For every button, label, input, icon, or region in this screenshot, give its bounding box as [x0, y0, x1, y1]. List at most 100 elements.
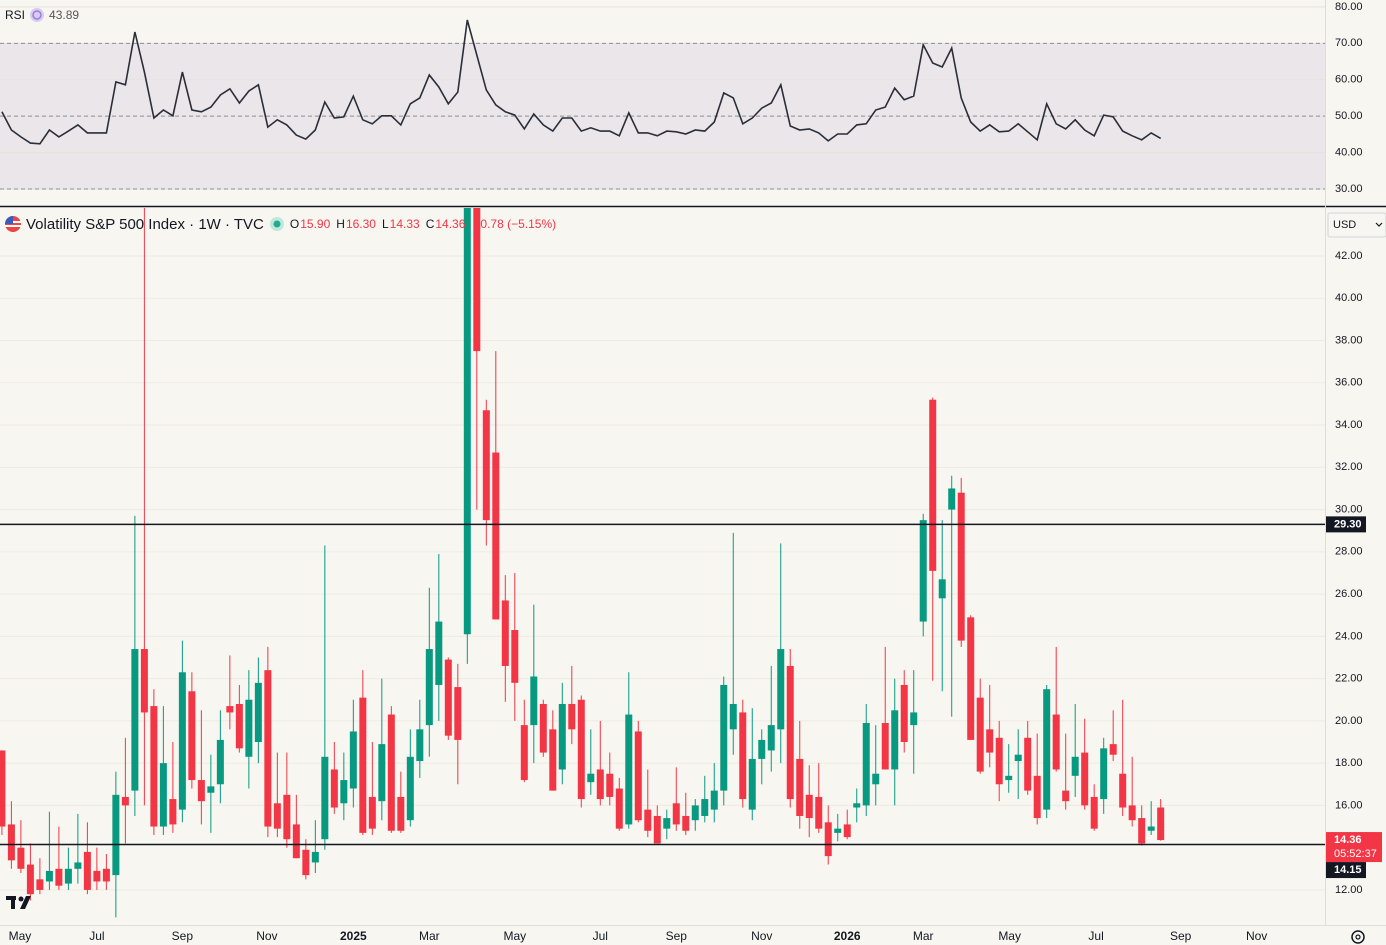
y-tick-label: 18.00	[1335, 757, 1363, 769]
candle-body	[121, 796, 129, 806]
x-tick-label: 2025	[340, 929, 367, 943]
price-change: −0.78 (−5.15%)	[473, 217, 557, 231]
candle-body	[292, 824, 300, 859]
candle-body	[64, 868, 72, 884]
candle-body	[416, 729, 424, 762]
rsi-pane	[0, 6, 1325, 190]
candle-body	[644, 809, 652, 831]
countdown: 05:52:37	[1334, 848, 1377, 860]
price-pane	[0, 208, 1325, 918]
candle-body	[568, 703, 576, 730]
candle-body	[530, 676, 538, 726]
candle-body	[501, 600, 509, 666]
candle-body	[520, 725, 528, 781]
flag-icon	[5, 216, 21, 232]
candle-body	[340, 780, 348, 804]
x-tick-label: May	[998, 929, 1021, 943]
candle-body	[539, 703, 547, 753]
y-tick-label: 80.00	[1335, 1, 1363, 13]
candle-body	[1052, 714, 1060, 770]
x-tick-label: May	[9, 929, 32, 943]
candle-body	[1119, 773, 1127, 808]
candle-body	[311, 851, 319, 863]
candle-body	[929, 399, 937, 571]
candle-body	[349, 731, 357, 789]
candle-body	[729, 703, 737, 730]
y-tick-label: 42.00	[1335, 250, 1363, 262]
candle-body	[938, 579, 946, 599]
currency-button[interactable]: USD	[1327, 212, 1386, 238]
candle-body	[1062, 790, 1070, 802]
candle-body	[397, 796, 405, 831]
candle-body	[843, 824, 851, 838]
candle-body	[131, 649, 139, 791]
y-tick-label: 34.00	[1335, 419, 1363, 431]
ohlc-key: H	[336, 217, 345, 231]
candle-body	[919, 520, 927, 622]
candle-body	[558, 703, 566, 770]
ohlc-values: O 15.90 H 16.30 L 14.33 C 14.36	[290, 217, 466, 231]
y-tick-label: 22.00	[1335, 673, 1363, 685]
y-tick-label: 16.00	[1335, 799, 1363, 811]
candle-body	[482, 410, 490, 521]
price-label-bg	[1326, 862, 1366, 879]
y-tick-label: 60.00	[1335, 74, 1363, 86]
candle-body	[1147, 826, 1155, 831]
candle-body	[1014, 754, 1022, 762]
candle-body	[976, 697, 984, 772]
candle-body	[150, 706, 158, 827]
ohlc-key: O	[289, 217, 300, 231]
rsi-icon	[30, 8, 45, 22]
y-tick-label: 24.00	[1335, 630, 1363, 642]
candle-body	[615, 788, 623, 829]
candle-body	[957, 492, 965, 641]
candle-body	[359, 697, 367, 833]
candle-body	[1081, 752, 1089, 806]
candle-body	[454, 687, 462, 740]
candle-body	[492, 452, 500, 620]
candle-body	[815, 796, 823, 829]
candle-body	[36, 879, 44, 890]
candle-body	[853, 803, 861, 808]
candle-body	[245, 699, 253, 757]
currency-label: USD	[1333, 219, 1356, 231]
candle-body	[226, 706, 234, 713]
candle-body	[283, 794, 291, 840]
ohlc-value: 14.33	[389, 217, 420, 231]
candle-body	[805, 794, 813, 819]
price-legend: Volatility S&P 500 Index · 1W · TVC O 15.…	[4, 215, 556, 233]
candle-body	[112, 794, 120, 876]
last-price-bg	[1326, 832, 1382, 863]
candle-body	[264, 670, 272, 827]
candle-body	[17, 847, 25, 869]
x-tick-label: Mar	[419, 929, 440, 943]
candle-body	[672, 803, 680, 825]
settings-icon[interactable]	[1351, 930, 1365, 944]
ohlc-key: C	[425, 217, 435, 231]
candle-body	[777, 649, 785, 730]
price-label: 29.30	[1334, 518, 1362, 530]
candle-body	[254, 682, 262, 743]
candle-body	[1100, 748, 1108, 800]
candle-body	[625, 714, 633, 825]
candle-body	[169, 799, 177, 825]
x-tick-label: Mar	[913, 929, 934, 943]
candle-body	[330, 769, 338, 808]
y-tick-label: 26.00	[1335, 588, 1363, 600]
candle-body	[435, 621, 443, 685]
candle-body	[387, 714, 395, 831]
candle-body	[93, 870, 101, 882]
x-tick-label: Jul	[1088, 929, 1103, 943]
candle-body	[796, 758, 804, 816]
candle-body	[178, 672, 186, 810]
candle-body	[406, 756, 414, 821]
x-tick-label: Nov	[1246, 929, 1267, 943]
candle-body	[321, 756, 329, 840]
candle-body	[701, 799, 709, 816]
y-tick-label: 12.00	[1335, 884, 1363, 896]
candle-body	[216, 739, 224, 785]
y-tick-label: 32.00	[1335, 461, 1363, 473]
candle-body	[188, 691, 196, 781]
